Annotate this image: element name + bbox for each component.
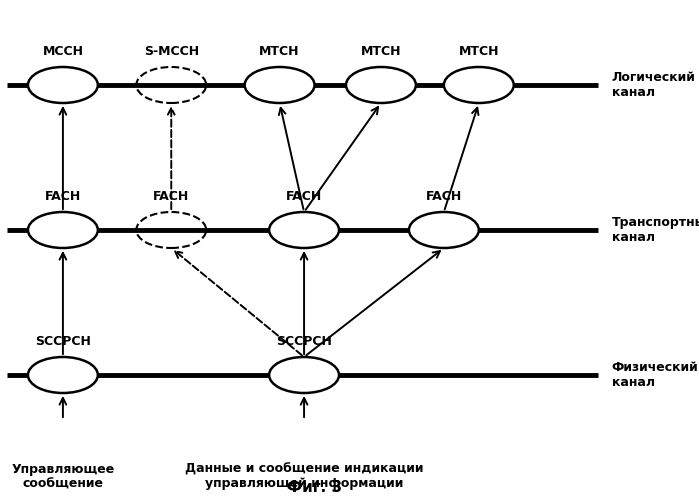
Text: SCCPCH: SCCPCH bbox=[35, 335, 91, 348]
Text: MTCH: MTCH bbox=[259, 45, 300, 58]
Text: FACH: FACH bbox=[426, 190, 462, 203]
Ellipse shape bbox=[269, 357, 339, 393]
Ellipse shape bbox=[245, 67, 315, 103]
Text: Фиг. 3: Фиг. 3 bbox=[287, 480, 342, 495]
Text: FACH: FACH bbox=[286, 190, 322, 203]
Text: MCCH: MCCH bbox=[43, 45, 83, 58]
Text: FACH: FACH bbox=[45, 190, 81, 203]
Ellipse shape bbox=[28, 212, 98, 248]
Ellipse shape bbox=[269, 212, 339, 248]
Ellipse shape bbox=[409, 212, 479, 248]
Ellipse shape bbox=[346, 67, 416, 103]
Text: Управляющее
сообщение: Управляющее сообщение bbox=[11, 462, 115, 490]
Text: MTCH: MTCH bbox=[361, 45, 401, 58]
Ellipse shape bbox=[444, 67, 514, 103]
Ellipse shape bbox=[28, 357, 98, 393]
Text: FACH: FACH bbox=[153, 190, 189, 203]
Text: Логический
канал: Логический канал bbox=[612, 71, 696, 99]
Text: Физический
канал: Физический канал bbox=[612, 361, 698, 389]
Text: Данные и сообщение индикации
управляющей информации: Данные и сообщение индикации управляющей… bbox=[185, 462, 424, 490]
Text: Транспортный
канал: Транспортный канал bbox=[612, 216, 699, 244]
Ellipse shape bbox=[28, 67, 98, 103]
Text: MTCH: MTCH bbox=[459, 45, 499, 58]
Text: S-MCCH: S-MCCH bbox=[144, 45, 199, 58]
Text: SCCPCH: SCCPCH bbox=[276, 335, 332, 348]
